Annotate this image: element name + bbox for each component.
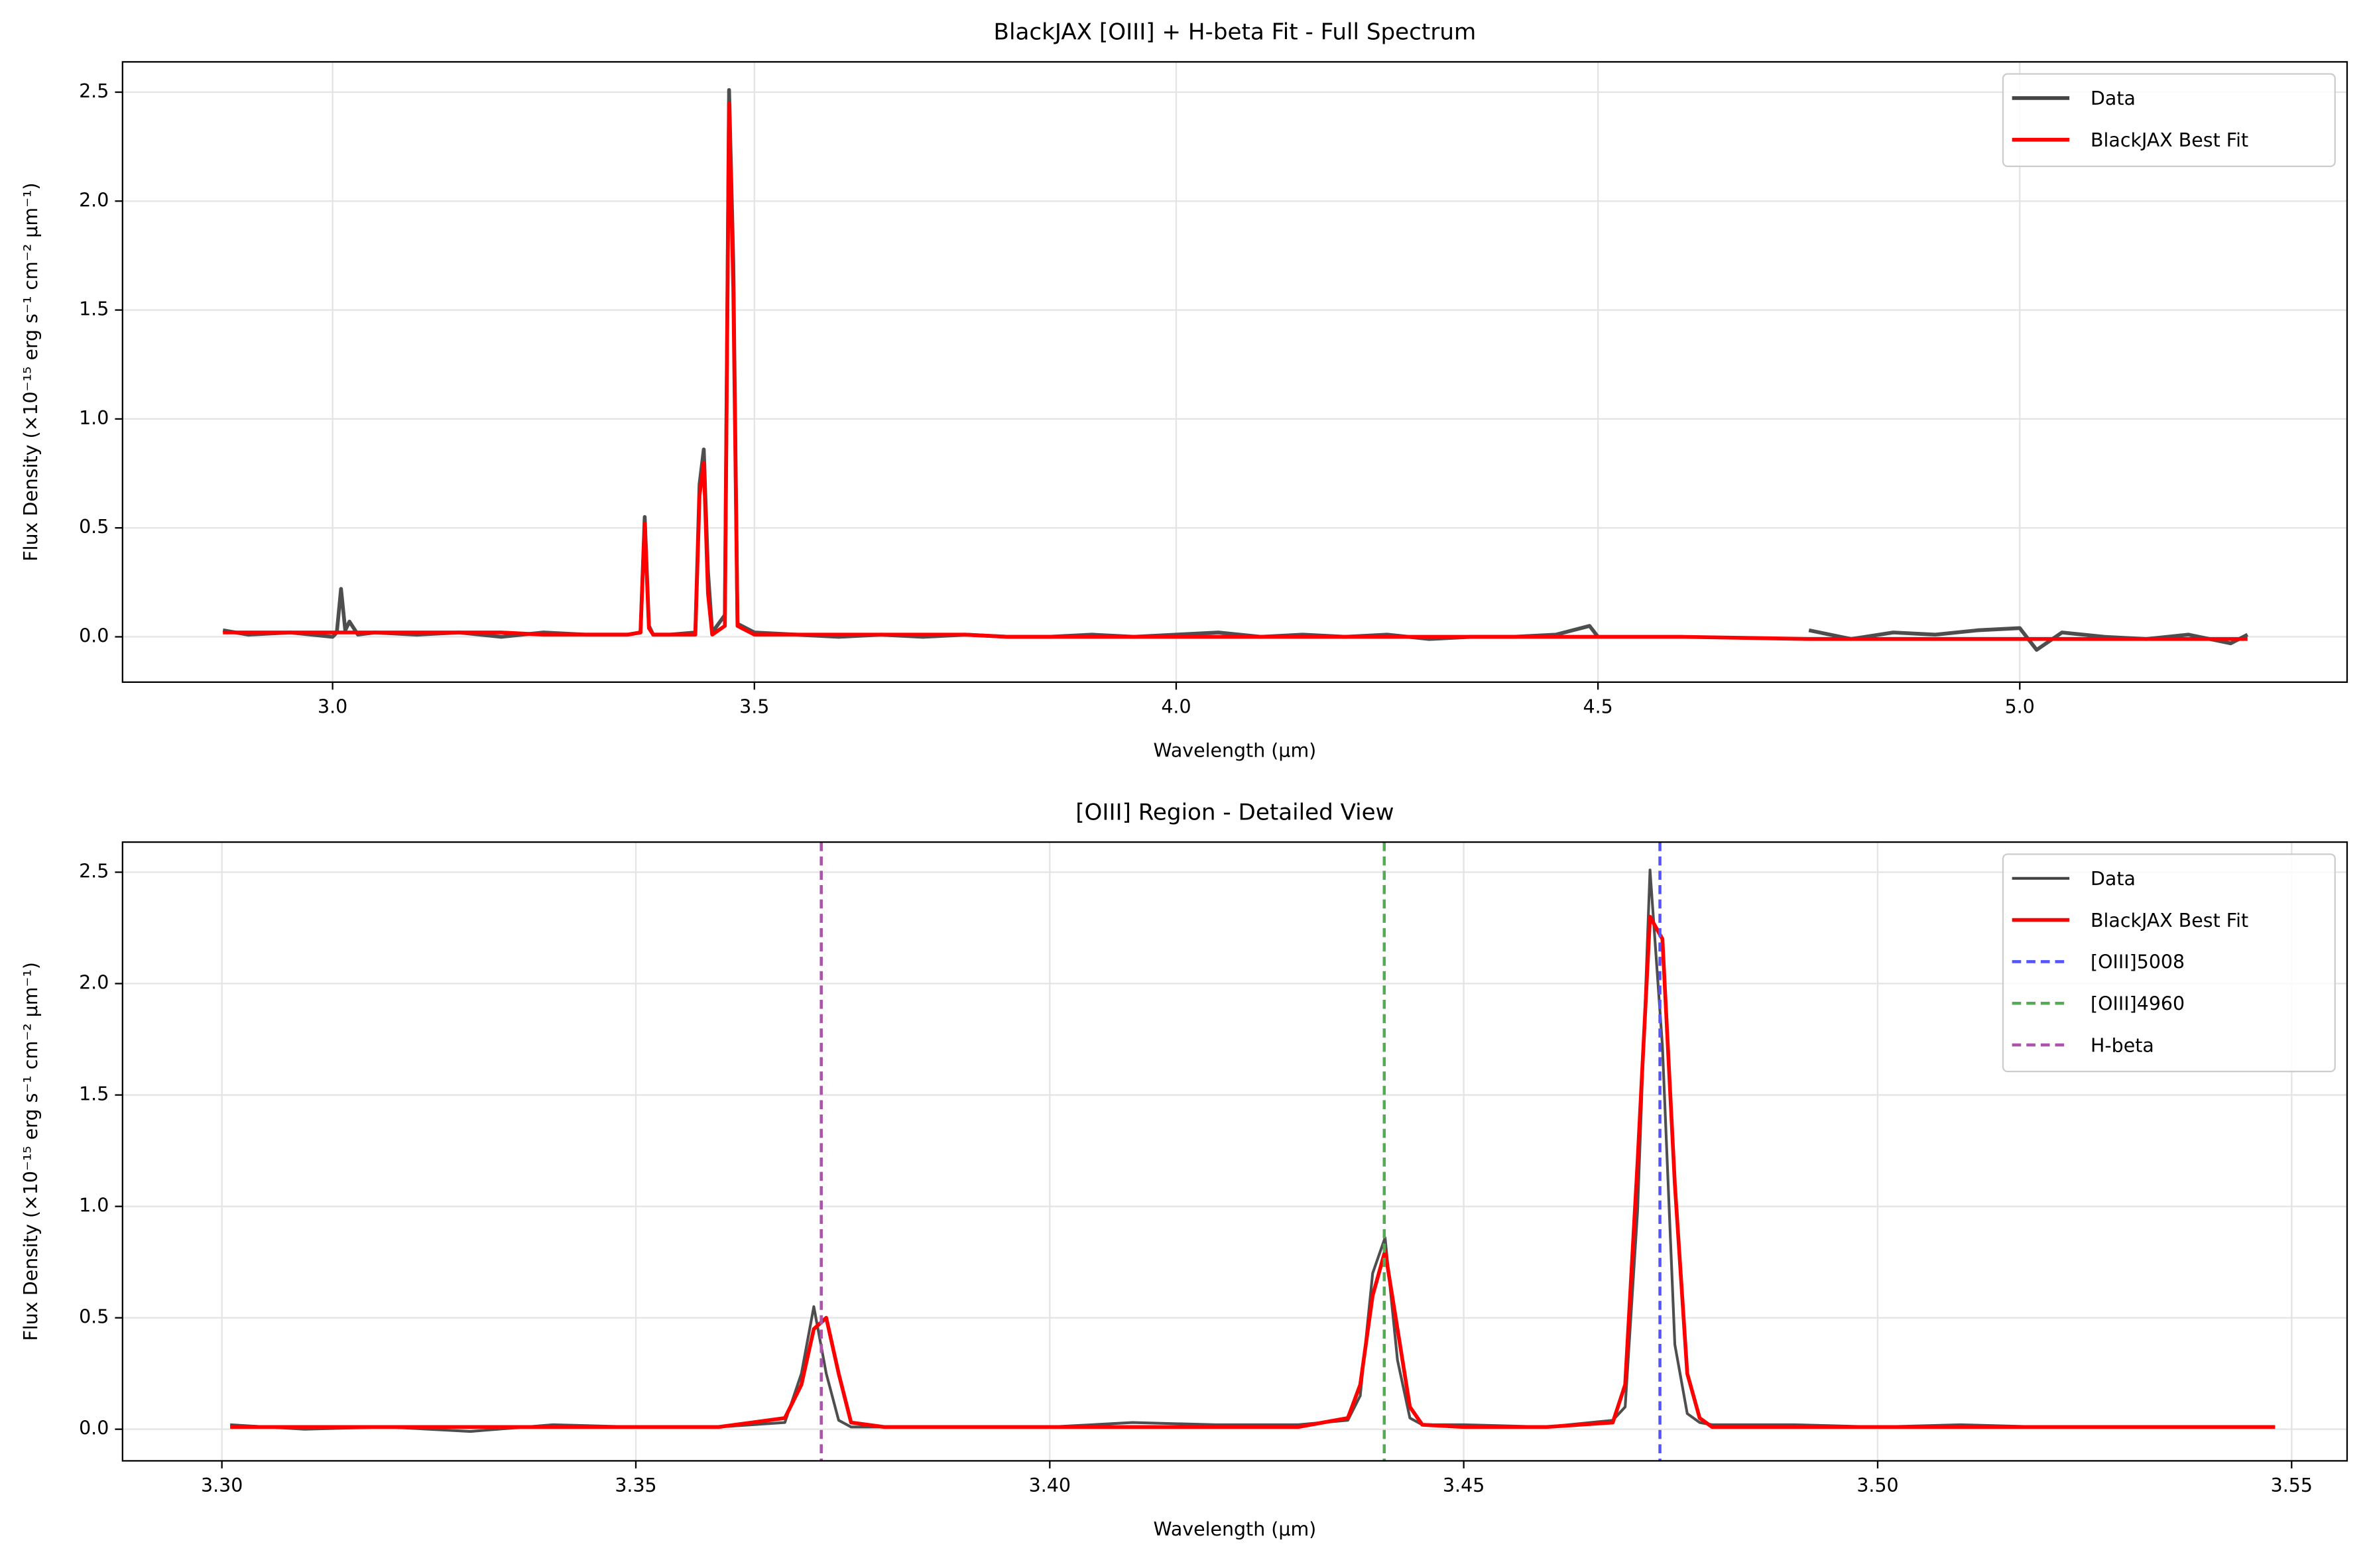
x-tick-label: 3.40 xyxy=(1029,1475,1071,1496)
legend-label: H-beta xyxy=(2091,1034,2154,1056)
y-tick-label: 0.0 xyxy=(79,625,109,647)
chart-title: [OIII] Region - Detailed View xyxy=(1075,799,1394,825)
legend-label: [OIII]5008 xyxy=(2091,951,2185,973)
x-tick-label: 3.0 xyxy=(318,696,347,718)
x-tick-label: 3.30 xyxy=(201,1475,243,1496)
x-axis-label: Wavelength (μm) xyxy=(1154,740,1317,762)
legend-label: BlackJAX Best Fit xyxy=(2091,129,2248,151)
legend-label: Data xyxy=(2091,868,2136,890)
plot-area xyxy=(222,88,2249,652)
legend-box xyxy=(2002,73,2336,167)
x-tick-label: 4.5 xyxy=(1583,696,1613,718)
y-tick-label: 1.5 xyxy=(79,1083,109,1105)
legend-label: Data xyxy=(2091,88,2136,109)
y-tick-label: 0.0 xyxy=(79,1417,109,1439)
y-axis-label: Flux Density (×10⁻¹⁵ erg s⁻¹ cm⁻² μm⁻¹) xyxy=(20,962,42,1341)
y-tick-label: 1.0 xyxy=(79,407,109,429)
y-axis-label: Flux Density (×10⁻¹⁵ erg s⁻¹ cm⁻² μm⁻¹) xyxy=(20,182,42,561)
plot-area xyxy=(230,842,2276,1461)
x-axis-label: Wavelength (μm) xyxy=(1154,1518,1317,1540)
axes-frame xyxy=(121,841,2348,1462)
y-tick-label: 1.5 xyxy=(79,298,109,320)
x-tick-label: 3.55 xyxy=(2271,1475,2313,1496)
y-tick-label: 0.5 xyxy=(79,1306,109,1328)
y-tick-label: 0.5 xyxy=(79,516,109,538)
x-tick-label: 3.45 xyxy=(1443,1475,1485,1496)
y-tick-label: 2.5 xyxy=(79,861,109,882)
legend-box xyxy=(2002,853,2336,1073)
chart-title: BlackJAX [OIII] + H-beta Fit - Full Spec… xyxy=(994,19,1477,46)
x-tick-label: 5.0 xyxy=(2005,696,2035,718)
legend-label: BlackJAX Best Fit xyxy=(2091,910,2248,932)
y-tick-label: 1.0 xyxy=(79,1195,109,1217)
x-tick-label: 3.50 xyxy=(1856,1475,1898,1496)
x-tick-label: 3.35 xyxy=(615,1475,656,1496)
data-line xyxy=(230,914,2276,1429)
data-line xyxy=(230,869,2276,1433)
y-tick-label: 2.0 xyxy=(79,189,109,211)
data-line xyxy=(222,88,2249,652)
x-tick-label: 3.5 xyxy=(739,696,769,718)
axes-frame xyxy=(121,61,2348,683)
y-tick-label: 2.5 xyxy=(79,80,109,102)
data-line xyxy=(223,101,2248,641)
legend-label: [OIII]4960 xyxy=(2091,993,2185,1015)
x-tick-label: 4.0 xyxy=(1161,696,1191,718)
y-tick-label: 2.0 xyxy=(79,972,109,994)
